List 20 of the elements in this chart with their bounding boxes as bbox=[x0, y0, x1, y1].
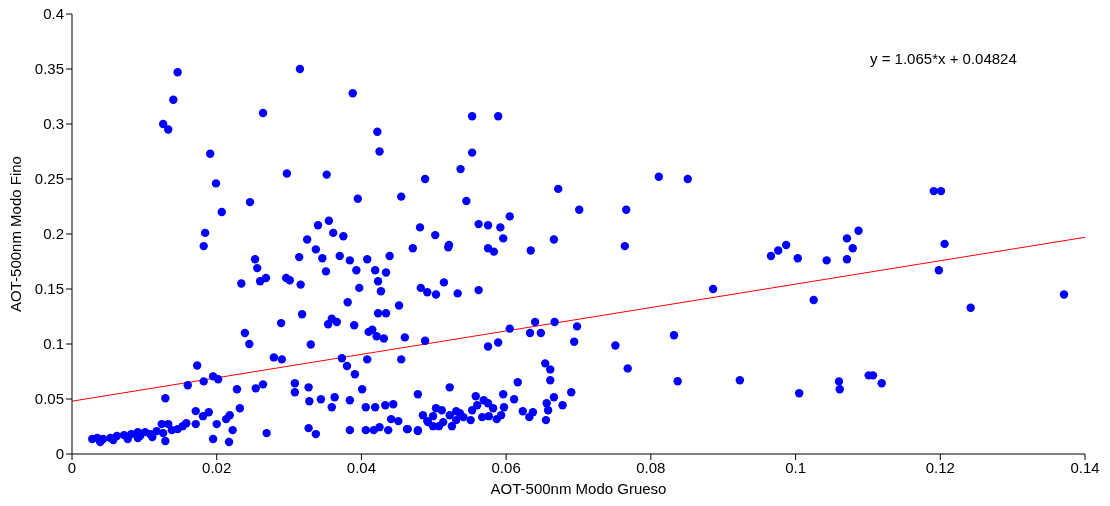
y-tick-label: 0.1 bbox=[43, 335, 64, 353]
annotation: y = 1.065*x + 0.04824 bbox=[870, 50, 1017, 67]
x-tick-label: 0.02 bbox=[202, 458, 232, 476]
y-tick-label: 0 bbox=[55, 445, 64, 463]
x-tick-label: 0 bbox=[67, 458, 77, 476]
y-tick-label: 0.35 bbox=[34, 60, 64, 78]
x-tick-label: 0.04 bbox=[346, 458, 377, 476]
y-tick-label: 0.2 bbox=[43, 225, 64, 243]
y-tick-label: 0.05 bbox=[34, 390, 64, 408]
x-tick-label: 0.12 bbox=[925, 458, 955, 476]
y-tick-label: 0.4 bbox=[43, 5, 64, 23]
y-tick-label: 0.3 bbox=[43, 115, 64, 133]
x-tick-label: 0.1 bbox=[785, 458, 806, 476]
x-tick-label: 0.06 bbox=[491, 458, 521, 476]
y-tick-label: 0.25 bbox=[34, 170, 64, 188]
y-axis-title: AOT-500nm Modo Fino bbox=[7, 156, 25, 312]
y-tick-label: 0.15 bbox=[34, 280, 64, 298]
x-axis-title: AOT-500nm Modo Grueso bbox=[490, 480, 667, 497]
x-tick-label: 0.08 bbox=[636, 458, 666, 476]
x-tick-label: 0.14 bbox=[1070, 458, 1100, 476]
